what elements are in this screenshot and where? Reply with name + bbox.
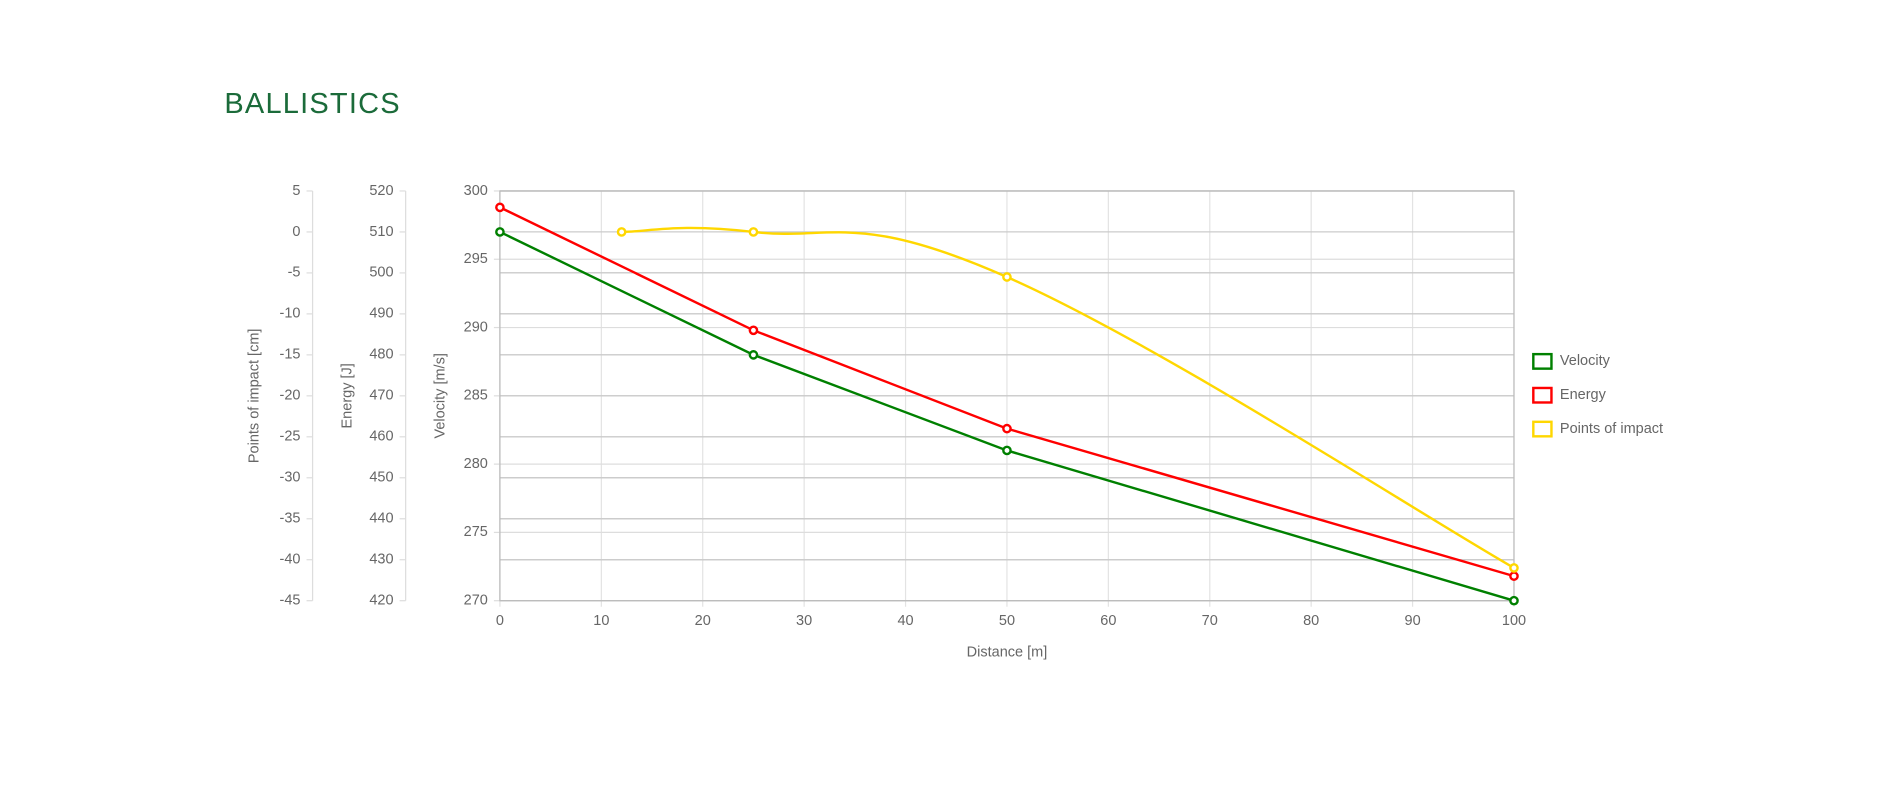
legend-label[interactable]: Points of impact [1560, 421, 1663, 437]
y-tick-label: -35 [280, 511, 301, 527]
x-tick-label: 60 [1100, 613, 1116, 629]
legend-swatch[interactable] [1532, 352, 1553, 370]
y-tick-label: 420 [369, 593, 393, 609]
data-point [1509, 595, 1519, 606]
y-tick-label: 270 [464, 593, 488, 609]
y-tick-label: 280 [464, 456, 488, 472]
y-tick-label: -20 [280, 388, 301, 404]
legend-label[interactable]: Velocity [1560, 353, 1611, 369]
y-tick-label: -10 [280, 306, 301, 322]
y-tick-label: 490 [369, 306, 393, 322]
y-tick-label: 500 [369, 265, 393, 281]
y-tick-label: -5 [288, 265, 301, 281]
data-point [748, 227, 759, 237]
y-tick-label: 430 [369, 552, 393, 568]
x-axis-title: Distance [m] [967, 645, 1048, 661]
y-tick-label: 290 [464, 319, 488, 335]
x-tick-label: 40 [897, 613, 913, 629]
y-tick-label: 460 [369, 429, 393, 445]
data-point [1002, 423, 1012, 434]
data-point [495, 227, 505, 237]
x-tick-label: 90 [1405, 613, 1421, 629]
y-tick-label: -40 [280, 552, 301, 568]
data-point [748, 325, 759, 336]
data-point [1002, 272, 1012, 282]
data-point [1509, 563, 1519, 573]
y-tick-label: -45 [280, 593, 301, 609]
series-line [621, 226, 1515, 569]
y-axis-title: Velocity [m/s] [433, 353, 449, 438]
series-line [499, 206, 1515, 578]
x-tick-label: 70 [1202, 613, 1218, 629]
x-tick-label: 80 [1303, 613, 1319, 629]
chart-title: BALLISTICS [224, 88, 401, 120]
legend-swatch[interactable] [1532, 420, 1553, 438]
x-tick-label: 50 [999, 613, 1015, 629]
y-axis-title: Points of impact [cm] [246, 329, 262, 464]
y-tick-label: -30 [280, 470, 301, 486]
y-tick-label: 5 [292, 183, 300, 199]
series-line [499, 230, 1515, 602]
y-tick-label: -15 [280, 347, 301, 363]
y-tick-label: 0 [292, 224, 300, 240]
y-tick-label: 470 [369, 388, 393, 404]
y-tick-label: 440 [369, 511, 393, 527]
data-point [748, 350, 759, 360]
y-tick-label: 510 [369, 224, 393, 240]
y-tick-label: 285 [464, 388, 488, 404]
data-point [616, 227, 627, 237]
y-tick-label: 450 [369, 470, 393, 486]
x-tick-label: 10 [593, 613, 609, 629]
y-tick-label: 480 [369, 347, 393, 363]
y-tick-label: 520 [369, 183, 393, 199]
y-tick-label: -25 [280, 429, 301, 445]
x-tick-label: 100 [1502, 613, 1526, 629]
y-axis-title: Energy [J] [339, 363, 355, 428]
y-tick-label: 275 [464, 524, 488, 540]
y-tick-label: 300 [464, 183, 488, 199]
x-tick-label: 0 [496, 613, 504, 629]
x-tick-label: 20 [695, 613, 711, 629]
data-point [495, 202, 505, 213]
legend-label[interactable]: Energy [1560, 387, 1607, 403]
legend-swatch[interactable] [1532, 386, 1553, 404]
plot-border [499, 190, 1515, 602]
data-point [1002, 445, 1012, 456]
data-point [1509, 571, 1519, 581]
x-tick-label: 30 [796, 613, 812, 629]
y-tick-label: 295 [464, 251, 488, 267]
